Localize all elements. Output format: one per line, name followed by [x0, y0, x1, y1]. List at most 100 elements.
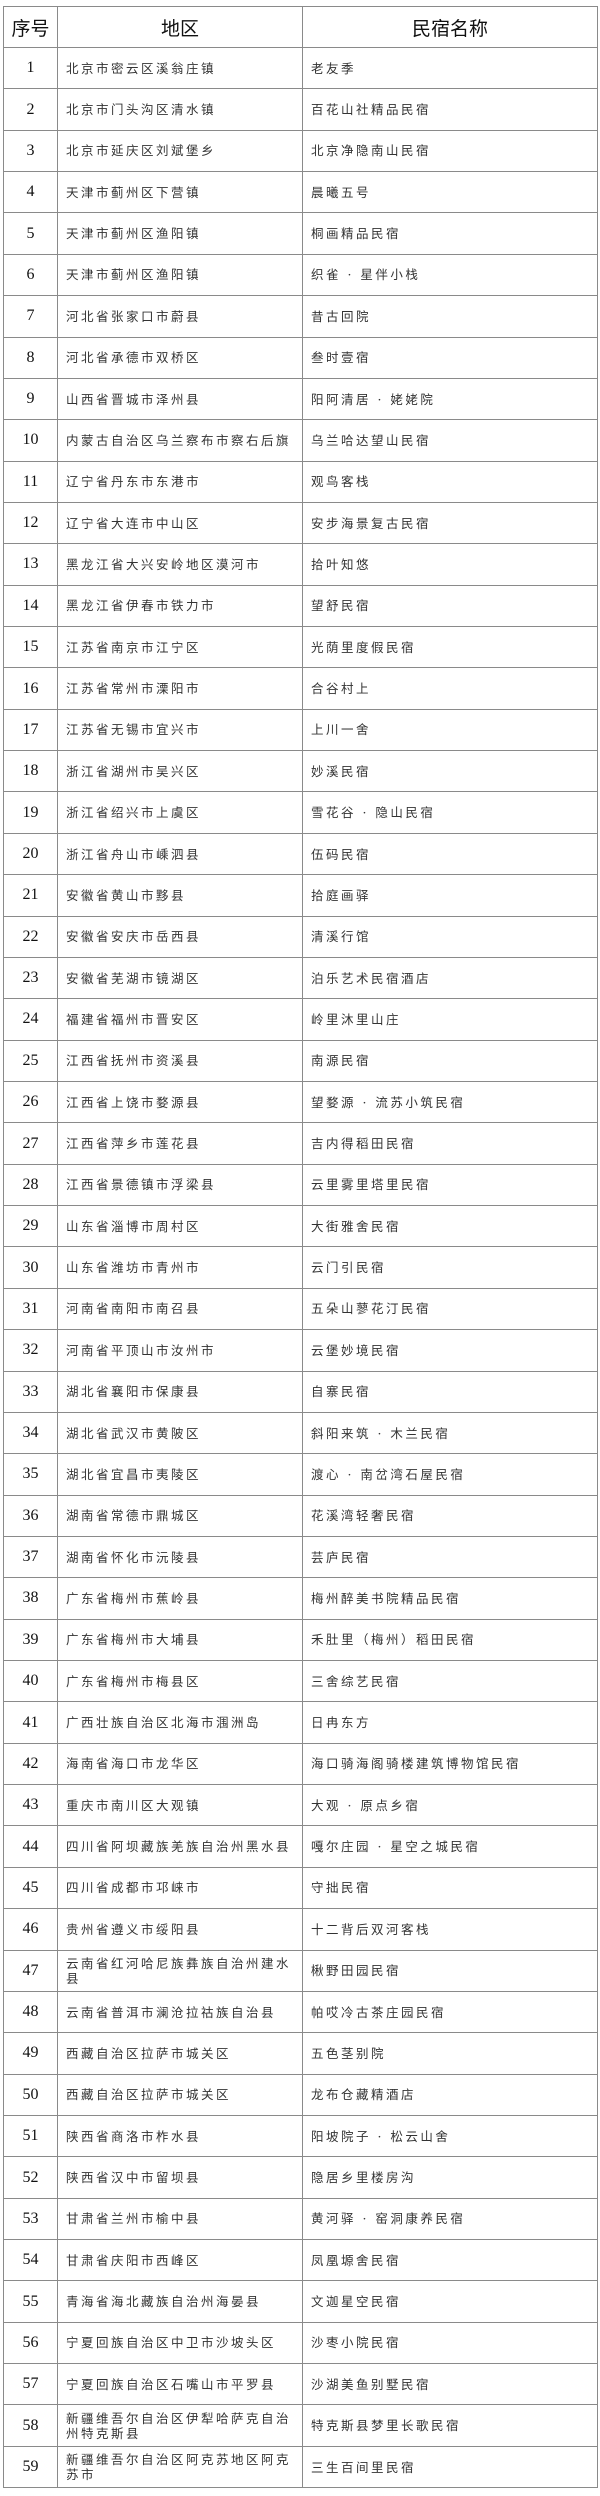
cell-index: 46 — [3, 1908, 58, 1951]
table-row: 59 新疆维吾尔自治区阿克苏地区阿克苏市 三生百间里民宿 — [3, 2445, 598, 2489]
cell-homestay-name: 日冉东方 — [302, 1701, 598, 1744]
cell-homestay-name: 阳阿清居 · 姥姥院 — [302, 377, 598, 421]
cell-homestay-name: 守拙民宿 — [302, 1866, 598, 1910]
table-row: 5 天津市蓟州区渔阳镇 桐画精品民宿 — [3, 212, 598, 255]
table-row: 40 广东省梅州市梅县区 三舍综艺民宿 — [3, 1660, 598, 1703]
cell-homestay-name: 黄河驿 · 窑洞康养民宿 — [302, 2197, 598, 2241]
cell-region: 贵州省遵义市绥阳县 — [57, 1908, 303, 1951]
table-row: 32 河南省平顶山市汝州市 云堡妙境民宿 — [3, 1329, 598, 1372]
cell-homestay-name: 南源民宿 — [302, 1039, 598, 1082]
cell-index: 41 — [3, 1701, 58, 1744]
cell-homestay-name: 望舒民宿 — [302, 584, 598, 628]
cell-region: 辽宁省大连市中山区 — [57, 501, 303, 545]
table-row: 50 西藏自治区拉萨市城关区 龙布仓藏精酒店 — [3, 2073, 598, 2116]
cell-homestay-name: 晨曦五号 — [302, 171, 598, 214]
cell-region: 新疆维吾尔自治区伊犁哈萨克自治州特克斯县 — [57, 2404, 303, 2447]
table-row: 7 河北省张家口市蔚县 昔古回院 — [3, 295, 598, 338]
cell-homestay-name: 桐画精品民宿 — [302, 212, 598, 255]
cell-homestay-name: 隐居乡里楼房沟 — [302, 2156, 598, 2199]
table-row: 18 浙江省湖州市吴兴区 妙溪民宿 — [3, 750, 598, 793]
cell-homestay-name: 三舍综艺民宿 — [302, 1660, 598, 1703]
cell-homestay-name: 禾肚里（梅州）稻田民宿 — [302, 1618, 598, 1662]
cell-region: 山西省晋城市泽州县 — [57, 377, 303, 421]
table-row: 31 河南省南阳市南召县 五朵山蓼花汀民宿 — [3, 1287, 598, 1331]
cell-index: 19 — [3, 791, 58, 834]
cell-region: 四川省成都市邛崃市 — [57, 1866, 303, 1910]
table-row: 6 天津市蓟州区渔阳镇 织雀 · 星伴小栈 — [3, 253, 598, 297]
cell-homestay-name: 岭里沐里山庄 — [302, 998, 598, 1041]
table-row: 13 黑龙江省大兴安岭地区漠河市 拾叶知悠 — [3, 543, 598, 586]
cell-index: 6 — [3, 253, 58, 297]
cell-homestay-name: 龙布仓藏精酒店 — [302, 2073, 598, 2116]
cell-index: 49 — [3, 2032, 58, 2075]
cell-index: 34 — [3, 1411, 58, 1455]
cell-region: 湖北省武汉市黄陂区 — [57, 1411, 303, 1455]
cell-region: 河北省承德市双桥区 — [57, 336, 303, 379]
cell-homestay-name: 文迦星空民宿 — [302, 2280, 598, 2323]
table-row: 45 四川省成都市邛崃市 守拙民宿 — [3, 1866, 598, 1910]
cell-homestay-name: 叁时壹宿 — [302, 336, 598, 379]
table-row: 22 安徽省安庆市岳西县 清溪行馆 — [3, 915, 598, 958]
cell-region: 广东省梅州市大埔县 — [57, 1618, 303, 1662]
table-row: 20 浙江省舟山市嵊泗县 伍码民宿 — [3, 832, 598, 876]
table-row: 55 青海省海北藏族自治州海晏县 文迦星空民宿 — [3, 2280, 598, 2323]
table-row: 11 辽宁省丹东市东港市 观鸟客栈 — [3, 460, 598, 503]
cell-homestay-name: 五色茎别院 — [302, 2032, 598, 2075]
table-row: 39 广东省梅州市大埔县 禾肚里（梅州）稻田民宿 — [3, 1618, 598, 1662]
cell-homestay-name: 沙枣小院民宿 — [302, 2321, 598, 2365]
table-row: 26 江西省上饶市婺源县 望婺源 · 流苏小筑民宿 — [3, 1080, 598, 1124]
cell-region: 陕西省汉中市留坝县 — [57, 2156, 303, 2199]
cell-index: 21 — [3, 874, 58, 917]
table-row: 38 广东省梅州市蕉岭县 梅州醉美书院精品民宿 — [3, 1577, 598, 1620]
table-row: 29 山东省淄博市周村区 大街雅舍民宿 — [3, 1205, 598, 1248]
cell-region: 安徽省安庆市岳西县 — [57, 915, 303, 958]
cell-region: 天津市蓟州区渔阳镇 — [57, 253, 303, 297]
cell-index: 11 — [3, 460, 58, 503]
cell-homestay-name: 老友季 — [302, 46, 598, 90]
table-row: 47 云南省红河哈尼族彝族自治州建水县 楸野田园民宿 — [3, 1949, 598, 1992]
cell-index: 24 — [3, 998, 58, 1041]
cell-index: 35 — [3, 1453, 58, 1496]
cell-index: 18 — [3, 750, 58, 793]
table-row: 3 北京市延庆区刘斌堡乡 北京净隐南山民宿 — [3, 129, 598, 173]
header-row: 序号 地区 民宿名称 — [3, 6, 598, 48]
cell-homestay-name: 清溪行馆 — [302, 915, 598, 958]
table-row: 36 湖南省常德市鼎城区 花溪湾轻奢民宿 — [3, 1494, 598, 1537]
table-row: 1 北京市密云区溪翁庄镇 老友季 — [3, 46, 598, 90]
cell-homestay-name: 拾叶知悠 — [302, 543, 598, 586]
table-row: 25 江西省抚州市资溪县 南源民宿 — [3, 1039, 598, 1082]
cell-homestay-name: 帕哎冷古茶庄园民宿 — [302, 1990, 598, 2034]
table-row: 58 新疆维吾尔自治区伊犁哈萨克自治州特克斯县 特克斯县梦里长歌民宿 — [3, 2404, 598, 2447]
cell-homestay-name: 花溪湾轻奢民宿 — [302, 1494, 598, 1537]
cell-homestay-name: 合谷村上 — [302, 667, 598, 710]
cell-region: 四川省阿坝藏族羌族自治州黑水县 — [57, 1825, 303, 1868]
cell-region: 北京市延庆区刘斌堡乡 — [57, 129, 303, 173]
cell-index: 39 — [3, 1618, 58, 1662]
homestay-list-table: 序号 地区 民宿名称 1 北京市密云区溪翁庄镇 老友季 2 北京市门头沟区清水镇 百花山社… — [3, 6, 598, 2489]
cell-homestay-name: 望婺源 · 流苏小筑民宿 — [302, 1080, 598, 1124]
cell-index: 53 — [3, 2197, 58, 2241]
cell-region: 青海省海北藏族自治州海晏县 — [57, 2280, 303, 2323]
cell-index: 42 — [3, 1742, 58, 1786]
cell-region: 广西壮族自治区北海市涠洲岛 — [57, 1701, 303, 1744]
cell-homestay-name: 泊乐艺术民宿酒店 — [302, 956, 598, 1000]
cell-region: 江西省萍乡市莲花县 — [57, 1122, 303, 1165]
cell-homestay-name: 嘎尔庄园 · 星空之城民宿 — [302, 1825, 598, 1868]
cell-homestay-name: 大街雅舍民宿 — [302, 1205, 598, 1248]
cell-index: 5 — [3, 212, 58, 255]
cell-homestay-name: 海口骑海阁骑楼建筑博物馆民宿 — [302, 1742, 598, 1786]
cell-index: 51 — [3, 2114, 58, 2158]
table-row: 48 云南省普洱市澜沧拉祜族自治县 帕哎冷古茶庄园民宿 — [3, 1990, 598, 2034]
cell-region: 浙江省舟山市嵊泗县 — [57, 832, 303, 876]
cell-region: 云南省红河哈尼族彝族自治州建水县 — [57, 1949, 303, 1992]
table-row: 34 湖北省武汉市黄陂区 斜阳来筑 · 木兰民宿 — [3, 1411, 598, 1455]
cell-index: 44 — [3, 1825, 58, 1868]
cell-homestay-name: 观鸟客栈 — [302, 460, 598, 503]
cell-region: 山东省淄博市周村区 — [57, 1205, 303, 1248]
cell-homestay-name: 特克斯县梦里长歌民宿 — [302, 2404, 598, 2447]
cell-index: 40 — [3, 1660, 58, 1703]
cell-region: 宁夏回族自治区石嘴山市平罗县 — [57, 2363, 303, 2406]
cell-index: 33 — [3, 1370, 58, 1413]
cell-index: 1 — [3, 46, 58, 90]
table-row: 12 辽宁省大连市中山区 安步海景复古民宿 — [3, 501, 598, 545]
